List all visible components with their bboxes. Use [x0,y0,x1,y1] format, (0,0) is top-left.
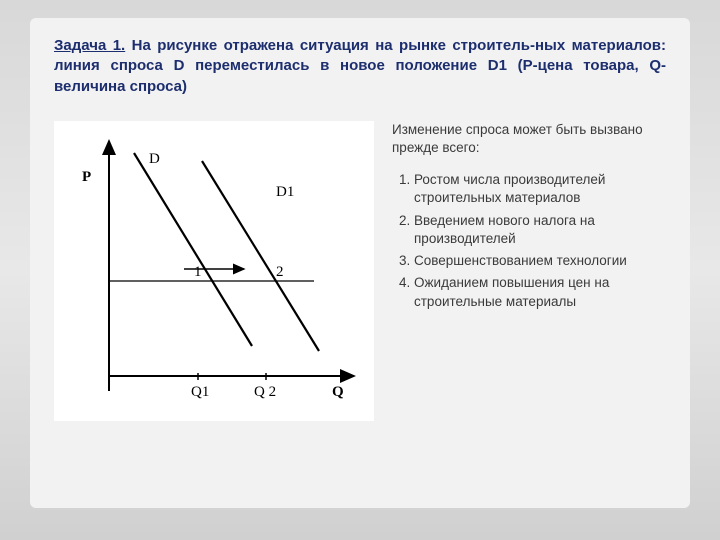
svg-text:D1: D1 [276,184,294,200]
svg-text:Q: Q [332,384,344,400]
option-item: Введением нового налога на производителе… [414,212,666,248]
options-list: Ростом числа производителей строительных… [392,171,666,311]
svg-text:P: P [82,169,91,185]
demand-chart: P Q D D1 1 2 Q1 Q 2 [54,121,374,421]
task-text: На рисунке отражена ситуация на рынке ст… [54,37,666,95]
svg-text:D: D [149,151,160,167]
option-item: Ростом числа производителей строительных… [414,171,666,207]
svg-text:Q 2: Q 2 [254,384,276,400]
option-item: Совершенствованием технологии [414,252,666,270]
task-label: Задача 1. [54,37,125,54]
content-row: P Q D D1 1 2 Q1 Q 2 Изменение спроса может быть… [54,121,666,421]
svg-text:2: 2 [276,264,284,280]
slide-container: Задача 1. На рисунке отражена ситуация н… [30,18,690,508]
svg-text:Q1: Q1 [191,384,209,400]
task-title: Задача 1. На рисунке отражена ситуация н… [54,36,666,97]
options-panel: Изменение спроса может быть вызвано преж… [392,121,666,421]
option-item: Ожиданием повышения цен на строительные … [414,274,666,310]
svg-text:1: 1 [194,264,202,280]
chart-svg: P Q D D1 1 2 Q1 Q 2 [54,121,374,421]
options-intro: Изменение спроса может быть вызвано преж… [392,121,666,157]
